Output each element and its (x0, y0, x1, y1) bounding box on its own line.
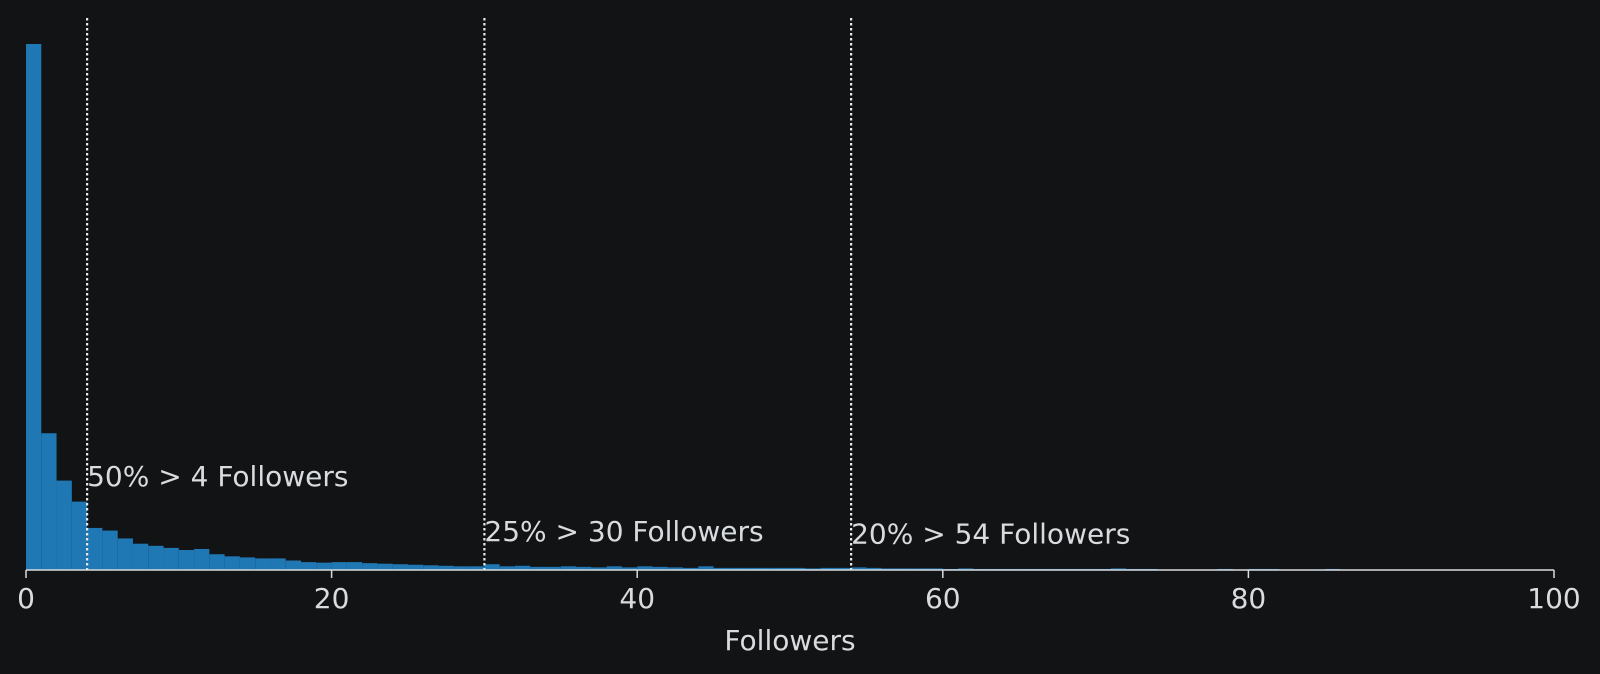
histogram-bar (178, 550, 195, 570)
histogram-bar (148, 545, 164, 570)
histogram-bar (958, 568, 974, 570)
histogram-bar (820, 567, 836, 570)
histogram-bar (637, 566, 653, 570)
histogram-bar (194, 548, 210, 570)
x-tick-label: 0 (17, 582, 35, 615)
histogram-bar (87, 527, 103, 570)
histogram-bar (438, 565, 454, 570)
histogram-bar (866, 567, 882, 570)
histogram-bar (270, 558, 286, 570)
histogram-bar (499, 566, 515, 570)
histogram-bar (41, 433, 57, 570)
histogram-bar (102, 530, 118, 570)
histogram-bar (392, 564, 408, 570)
histogram-bar (331, 562, 347, 570)
histogram-bar (346, 562, 363, 570)
histogram-bar (209, 554, 225, 570)
histogram-bar (26, 44, 42, 570)
histogram-bar (652, 566, 668, 570)
histogram-bar (132, 543, 149, 570)
histogram-bar (667, 567, 684, 570)
histogram-bar (56, 480, 72, 570)
histogram-bar (698, 566, 714, 570)
histogram-bar (316, 562, 332, 570)
annotation-label: 50% > 4 Followers (87, 460, 348, 493)
histogram-bar (224, 556, 240, 570)
histogram-bar (912, 568, 928, 570)
histogram-bar (728, 567, 745, 570)
histogram-bar (881, 568, 897, 570)
histogram-bar (606, 566, 622, 570)
annotation-labels-group: 50% > 4 Followers 25% > 30 Followers 20% >… (87, 460, 1130, 551)
histogram-bar (621, 567, 638, 570)
x-tick-label: 100 (1527, 582, 1580, 615)
histogram-bar (545, 566, 561, 570)
histogram-bar (591, 567, 607, 570)
histogram-bar (927, 568, 943, 570)
histogram-bar (530, 566, 546, 570)
histogram-bar (239, 557, 256, 570)
annotation-lines-group (86, 18, 853, 570)
histogram-bar (774, 567, 790, 570)
histogram-bar (683, 567, 699, 570)
histogram-bar (301, 562, 317, 570)
histogram-bar (469, 566, 485, 570)
histogram-bar (408, 564, 424, 570)
histogram-bar (484, 564, 500, 570)
x-tick-label: 80 (1231, 582, 1267, 615)
histogram-bar (453, 566, 470, 570)
histogram-bar (117, 538, 133, 570)
histogram-bar (744, 567, 760, 570)
histogram-bar (576, 566, 592, 570)
histogram-bar (514, 565, 531, 570)
histogram-bar (377, 563, 393, 570)
histogram-bar (713, 567, 729, 570)
x-tick-label: 40 (619, 582, 655, 615)
histogram-bar (255, 558, 271, 570)
histogram-bar (1110, 568, 1127, 570)
histogram-bar (790, 567, 806, 570)
annotation-label: 25% > 30 Followers (484, 515, 763, 548)
histogram-bar (423, 565, 439, 570)
x-axis-title: Followers (724, 624, 855, 657)
histogram-bar (163, 547, 179, 570)
x-tick-label: 20 (314, 582, 350, 615)
bars-group (26, 44, 1554, 570)
histogram-bar (835, 567, 852, 570)
histogram-bar (362, 563, 378, 570)
annotation-label: 20% > 54 Followers (851, 518, 1130, 551)
histogram-bar (285, 560, 302, 570)
x-tick-label: 60 (925, 582, 961, 615)
histogram-bar (851, 567, 867, 570)
histogram-bar (805, 568, 821, 570)
histogram-bar (560, 566, 577, 570)
histogram-bar (759, 567, 775, 570)
histogram-bar (896, 568, 913, 570)
x-ticks-group: 0 20 40 60 80 100 (17, 570, 1581, 615)
histogram-bar (71, 501, 88, 570)
